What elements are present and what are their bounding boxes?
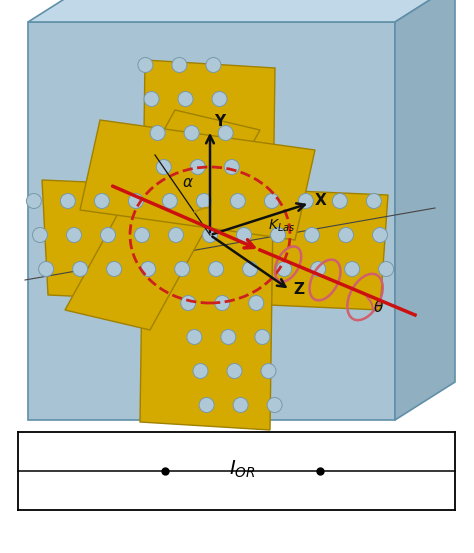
Circle shape <box>310 262 326 276</box>
Circle shape <box>94 194 109 208</box>
Circle shape <box>261 363 276 378</box>
Circle shape <box>206 58 221 72</box>
Circle shape <box>181 295 196 310</box>
Circle shape <box>135 227 149 243</box>
Circle shape <box>230 194 246 208</box>
Circle shape <box>237 227 252 243</box>
Circle shape <box>271 227 285 243</box>
Circle shape <box>255 330 270 345</box>
Circle shape <box>174 262 190 276</box>
Circle shape <box>332 194 347 208</box>
Circle shape <box>277 262 292 276</box>
Circle shape <box>209 262 224 276</box>
Text: $K_{Las}$: $K_{Las}$ <box>268 218 295 234</box>
Circle shape <box>60 194 75 208</box>
Circle shape <box>178 91 193 107</box>
Polygon shape <box>140 60 275 430</box>
Circle shape <box>249 295 264 310</box>
Circle shape <box>196 194 211 208</box>
Circle shape <box>218 126 233 140</box>
Circle shape <box>187 330 202 345</box>
Circle shape <box>227 363 242 378</box>
Text: $\mathit{I}_{OR}$: $\mathit{I}_{OR}$ <box>229 458 256 479</box>
Circle shape <box>141 262 155 276</box>
Polygon shape <box>80 120 315 240</box>
Circle shape <box>144 91 159 107</box>
Circle shape <box>345 262 360 276</box>
Circle shape <box>267 398 282 413</box>
Circle shape <box>224 159 239 175</box>
Circle shape <box>379 262 393 276</box>
Circle shape <box>73 262 88 276</box>
Circle shape <box>366 194 382 208</box>
Circle shape <box>233 398 248 413</box>
Circle shape <box>168 227 183 243</box>
Circle shape <box>66 227 82 243</box>
Circle shape <box>163 194 177 208</box>
Polygon shape <box>28 0 455 22</box>
Circle shape <box>184 126 199 140</box>
Circle shape <box>190 159 205 175</box>
Circle shape <box>202 227 218 243</box>
Circle shape <box>156 159 171 175</box>
Circle shape <box>193 363 208 378</box>
Polygon shape <box>42 180 388 310</box>
Text: X: X <box>315 193 327 208</box>
Circle shape <box>100 227 116 243</box>
Text: $\theta$: $\theta$ <box>373 299 384 315</box>
Circle shape <box>264 194 279 208</box>
Circle shape <box>338 227 354 243</box>
Text: Z: Z <box>293 282 304 297</box>
Polygon shape <box>28 22 395 420</box>
Polygon shape <box>65 110 260 330</box>
Circle shape <box>150 126 165 140</box>
Circle shape <box>33 227 47 243</box>
Circle shape <box>212 91 227 107</box>
Circle shape <box>373 227 388 243</box>
Circle shape <box>199 398 214 413</box>
Circle shape <box>128 194 143 208</box>
Circle shape <box>27 194 41 208</box>
Circle shape <box>221 330 236 345</box>
Circle shape <box>172 58 187 72</box>
Circle shape <box>107 262 122 276</box>
Circle shape <box>138 58 153 72</box>
Text: Y: Y <box>214 114 225 129</box>
Circle shape <box>243 262 258 276</box>
Circle shape <box>304 227 319 243</box>
Circle shape <box>298 194 313 208</box>
Polygon shape <box>395 0 455 420</box>
Circle shape <box>215 295 230 310</box>
Circle shape <box>38 262 54 276</box>
Text: $\alpha$: $\alpha$ <box>182 175 194 190</box>
